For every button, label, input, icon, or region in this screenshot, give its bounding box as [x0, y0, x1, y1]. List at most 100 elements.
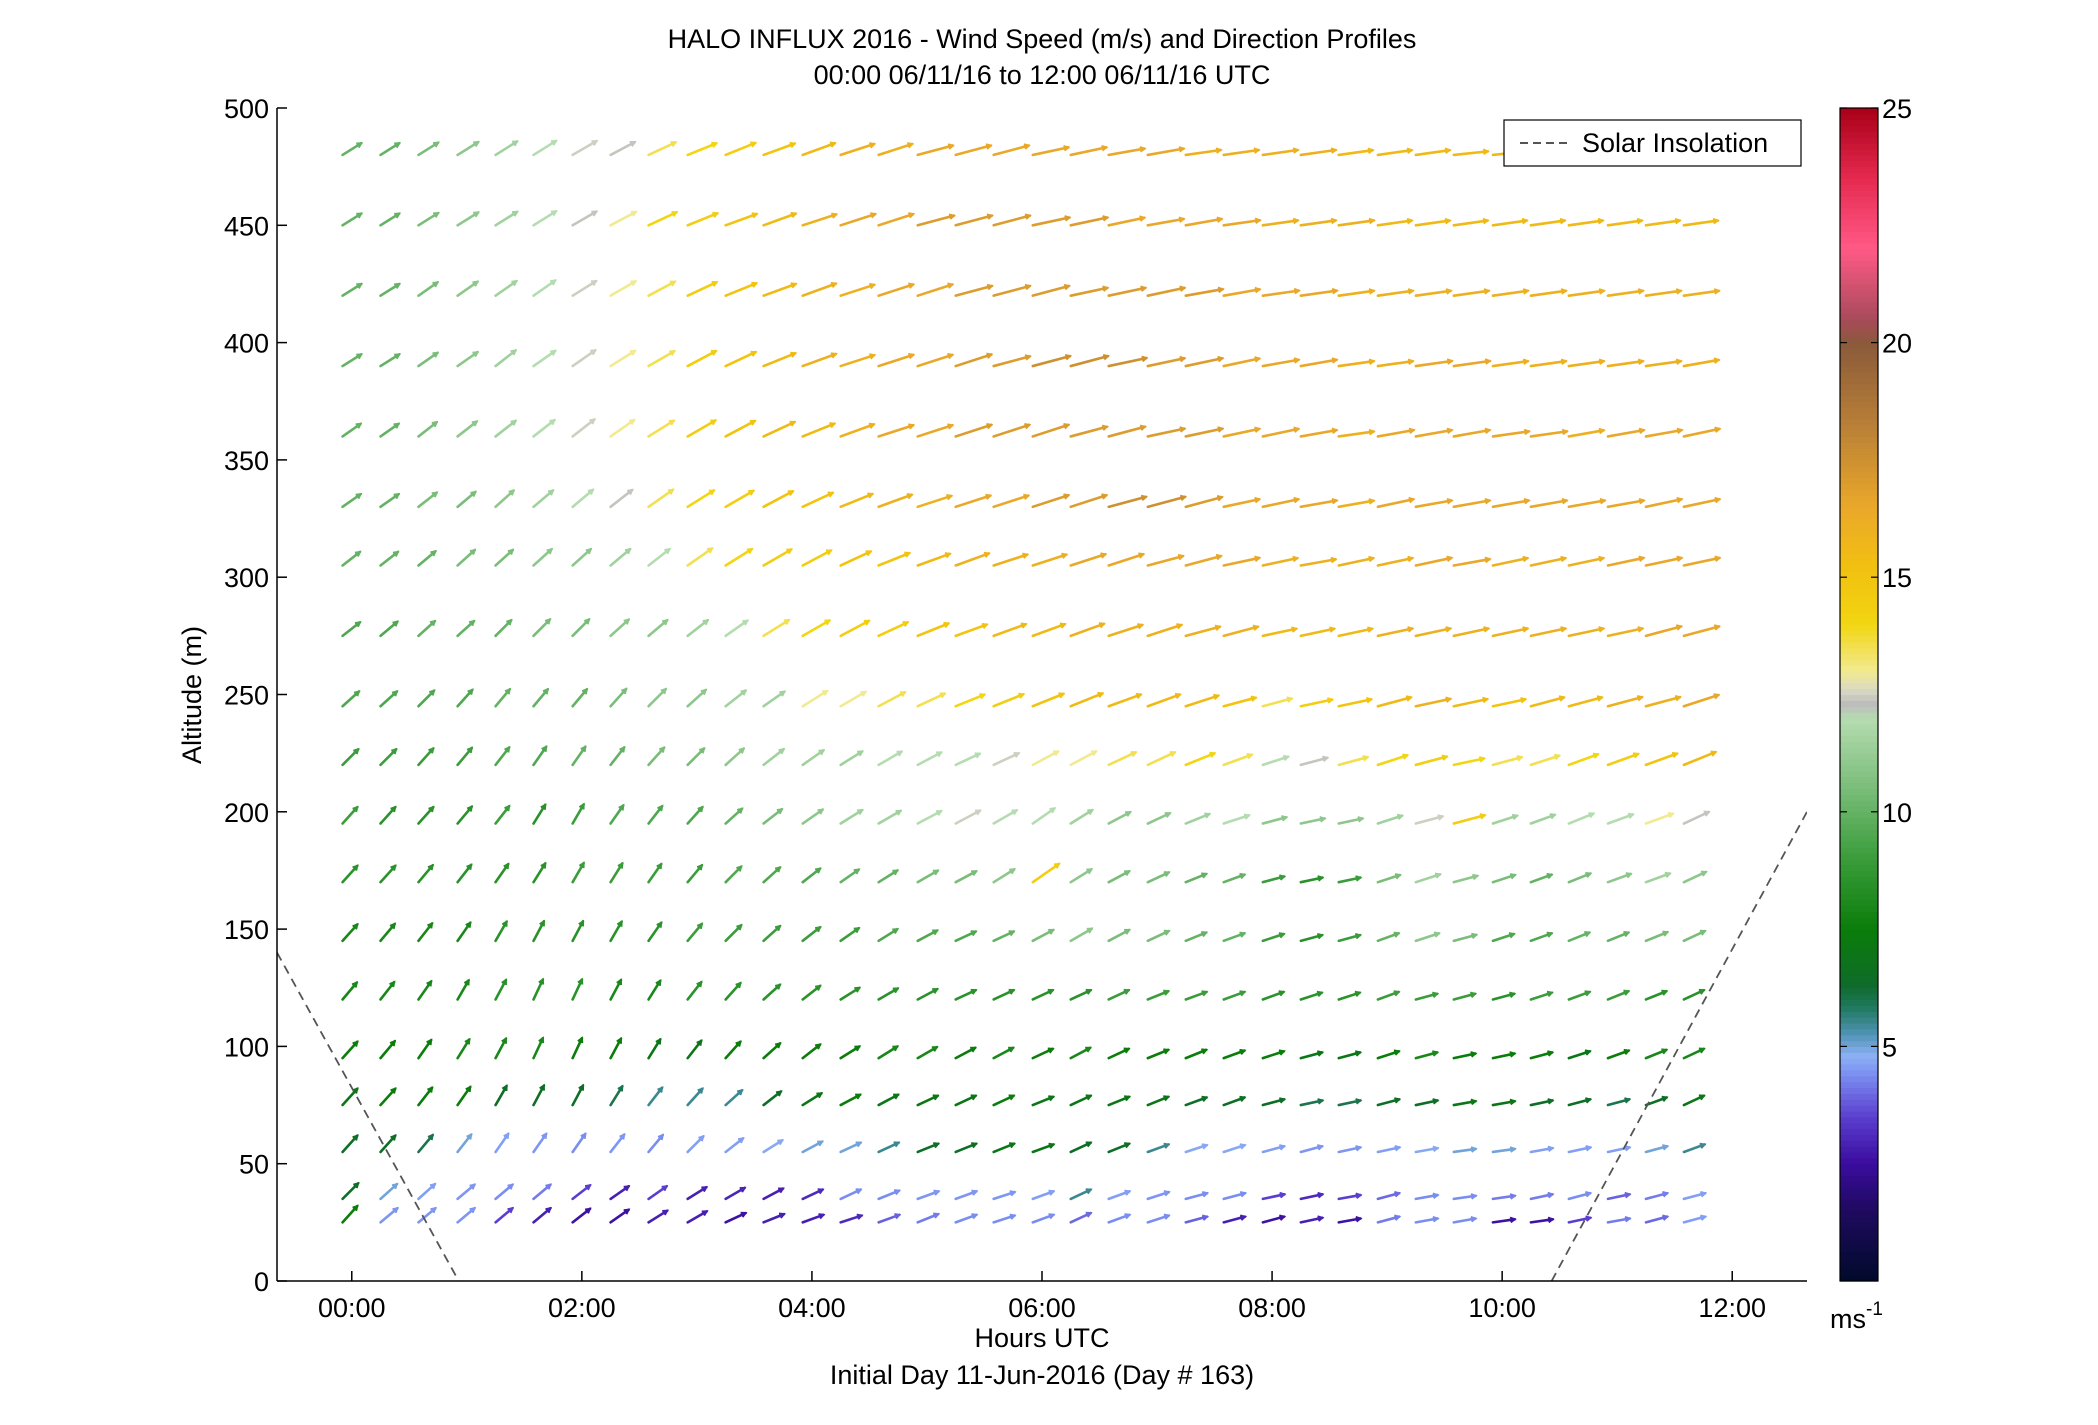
wind-arrow-head — [1204, 812, 1212, 819]
colorbar-band — [1840, 782, 1878, 789]
wind-arrow — [1567, 990, 1591, 1001]
wind-arrow — [1107, 356, 1148, 368]
wind-arrow — [1184, 217, 1223, 227]
wind-arrow — [1682, 988, 1706, 1001]
wind-arrow — [1146, 286, 1186, 297]
colorbar-band — [1840, 723, 1878, 731]
wind-arrow — [1146, 217, 1185, 227]
wind-arrow-head — [814, 926, 822, 933]
wind-arrow-head — [1317, 1191, 1325, 1199]
wind-arrow-head — [1406, 217, 1414, 225]
wind-arrow-head — [1009, 1213, 1017, 1220]
wind-arrow-head — [1367, 626, 1375, 633]
wind-arrow — [801, 141, 837, 157]
wind-arrow — [1337, 1217, 1362, 1224]
wind-arrow — [724, 489, 755, 509]
wind-arrow-head — [712, 211, 720, 218]
wind-arrow-head — [1405, 695, 1413, 702]
wind-arrow-head — [1316, 990, 1324, 998]
wind-arrow — [494, 862, 510, 884]
wind-arrow-head — [352, 1204, 359, 1212]
wind-arrow-head — [1174, 692, 1182, 699]
colorbar-band — [1840, 659, 1878, 666]
colorbar-band — [1840, 395, 1878, 402]
colorbar-band — [1840, 1187, 1878, 1194]
wind-arrow — [1414, 148, 1451, 157]
wind-arrow — [571, 1084, 585, 1107]
colorbar-band — [1840, 671, 1878, 678]
wind-arrow — [379, 1039, 396, 1060]
wind-arrow — [1184, 752, 1216, 767]
wind-arrow-head — [1547, 1191, 1555, 1199]
wind-arrow-head — [985, 493, 993, 500]
wind-arrow-head — [1018, 692, 1026, 699]
wind-arrow — [954, 752, 981, 767]
wind-arrow-head — [746, 548, 754, 554]
colorbar-band — [1840, 1163, 1878, 1171]
wind-arrow — [1069, 1094, 1092, 1107]
wind-arrow — [1261, 427, 1300, 438]
wind-arrow-head — [1217, 355, 1225, 363]
wind-arrow — [1222, 357, 1261, 368]
colorbar-band — [1840, 1146, 1878, 1153]
wind-arrow — [417, 1206, 437, 1224]
wind-arrow — [1376, 696, 1413, 708]
y-tick-label: 450 — [224, 211, 269, 241]
wind-arrow — [647, 280, 677, 297]
wind-arrow — [1184, 287, 1224, 297]
wind-arrow — [1069, 808, 1094, 825]
wind-arrow — [992, 622, 1028, 638]
wind-arrow-head — [710, 419, 718, 426]
wind-arrow-head — [1355, 1098, 1363, 1105]
wind-arrow — [494, 349, 517, 368]
wind-arrow — [494, 140, 519, 157]
colorbar-band — [1840, 430, 1878, 438]
wind-arrow — [571, 348, 597, 368]
wind-arrow-head — [503, 1132, 510, 1140]
colorbar-band — [1840, 178, 1878, 185]
wind-arrow — [762, 983, 782, 1001]
wind-arrow-head — [540, 861, 547, 869]
x-tick-label: 10:00 — [1468, 1293, 1536, 1323]
wind-arrow — [1184, 931, 1208, 943]
wind-arrow-head — [1584, 1049, 1592, 1056]
wind-arrow-head — [430, 1206, 437, 1214]
wind-arrow-head — [970, 1046, 977, 1053]
wind-arrow-head — [352, 805, 359, 813]
wind-arrow — [1529, 813, 1556, 825]
wind-arrow-head — [1326, 697, 1335, 704]
wind-arrow — [686, 1135, 705, 1154]
wind-arrow-head — [501, 1036, 507, 1044]
wind-arrow — [724, 1137, 745, 1154]
colorbar-band — [1840, 817, 1878, 825]
wind-arrow-head — [1163, 989, 1171, 996]
wind-arrow-head — [1509, 1051, 1517, 1058]
wind-arrow-head — [1254, 356, 1262, 363]
colorbar-band — [1840, 641, 1878, 649]
wind-arrow — [801, 549, 833, 567]
wind-arrow-head — [657, 804, 664, 812]
wind-arrow-head — [817, 1140, 824, 1147]
wind-arrow-head — [389, 1039, 397, 1047]
wind-arrow-head — [824, 619, 832, 626]
wind-arrow-head — [1013, 751, 1021, 758]
wind-arrow — [1529, 627, 1567, 638]
wind-arrow — [1491, 932, 1516, 943]
x-tick-label: 02:00 — [548, 1293, 616, 1323]
wind-arrow — [647, 687, 667, 708]
wind-arrow-head — [1100, 552, 1108, 559]
wind-arrow — [686, 419, 717, 438]
wind-arrow — [1184, 1048, 1208, 1060]
colorbar-band — [1840, 407, 1878, 414]
wind-arrow-head — [1516, 755, 1524, 762]
wind-arrow — [762, 1139, 784, 1154]
colorbar-band — [1840, 583, 1878, 590]
wind-arrow — [1146, 147, 1185, 157]
wind-arrow — [1299, 933, 1324, 943]
wind-arrow-head — [711, 141, 719, 148]
wind-arrow — [456, 863, 473, 884]
wind-arrow-head — [1597, 217, 1605, 225]
wind-arrow-head — [1433, 931, 1441, 938]
wind-arrow-head — [776, 808, 784, 815]
wind-arrow-head — [979, 693, 987, 700]
